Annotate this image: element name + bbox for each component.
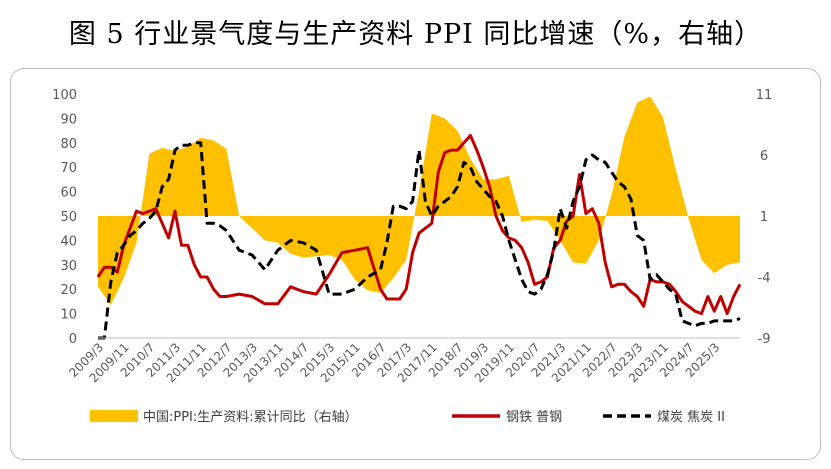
left-tick-label: 80 <box>60 137 77 152</box>
left-tick-label: 60 <box>60 186 77 201</box>
legend-black-label: 煤炭 焦炭 II <box>657 410 725 425</box>
right-tick-label: 1 <box>760 210 768 225</box>
right-tick-label: -9 <box>758 332 771 347</box>
right-tick-label: 11 <box>756 88 773 103</box>
left-tick-label: 100 <box>52 88 77 103</box>
left-tick-label: 10 <box>60 308 77 323</box>
legend-area-label: 中国:PPI:生产资料:累计同比（右轴） <box>143 410 358 425</box>
left-tick-label: 20 <box>60 283 77 298</box>
chart-frame <box>10 68 821 460</box>
legend-red-label: 钢铁 普钢 <box>506 410 562 425</box>
series-coal-coke-line <box>98 141 741 340</box>
left-tick-label: 0 <box>69 332 77 347</box>
x-axis-ticks: 2009/32009/112010/72011/32011/112012/720… <box>66 340 722 385</box>
left-tick-label: 30 <box>60 259 77 274</box>
left-tick-label: 50 <box>60 210 77 225</box>
legend: 中国:PPI:生产资料:累计同比（右轴） 钢铁 普钢 煤炭 焦炭 II <box>90 410 725 425</box>
left-axis-ticks: 0 10 20 30 40 50 60 70 80 90 100 <box>52 88 77 347</box>
series-ppi-area <box>98 96 740 306</box>
left-tick-label: 40 <box>60 234 77 249</box>
right-axis-ticks: -9 -4 1 6 11 <box>756 88 773 347</box>
series-steel-line <box>96 134 742 316</box>
line-layer <box>96 134 742 340</box>
right-tick-label: 6 <box>760 149 768 164</box>
legend-area-swatch <box>90 410 138 422</box>
chart-title: 图 5 行业景气度与生产资料 PPI 同比增速（%，右轴） <box>68 19 763 50</box>
left-tick-label: 90 <box>60 112 77 127</box>
right-tick-label: -4 <box>758 271 771 286</box>
left-tick-label: 70 <box>60 161 77 176</box>
ppi-area-layer <box>98 96 740 306</box>
